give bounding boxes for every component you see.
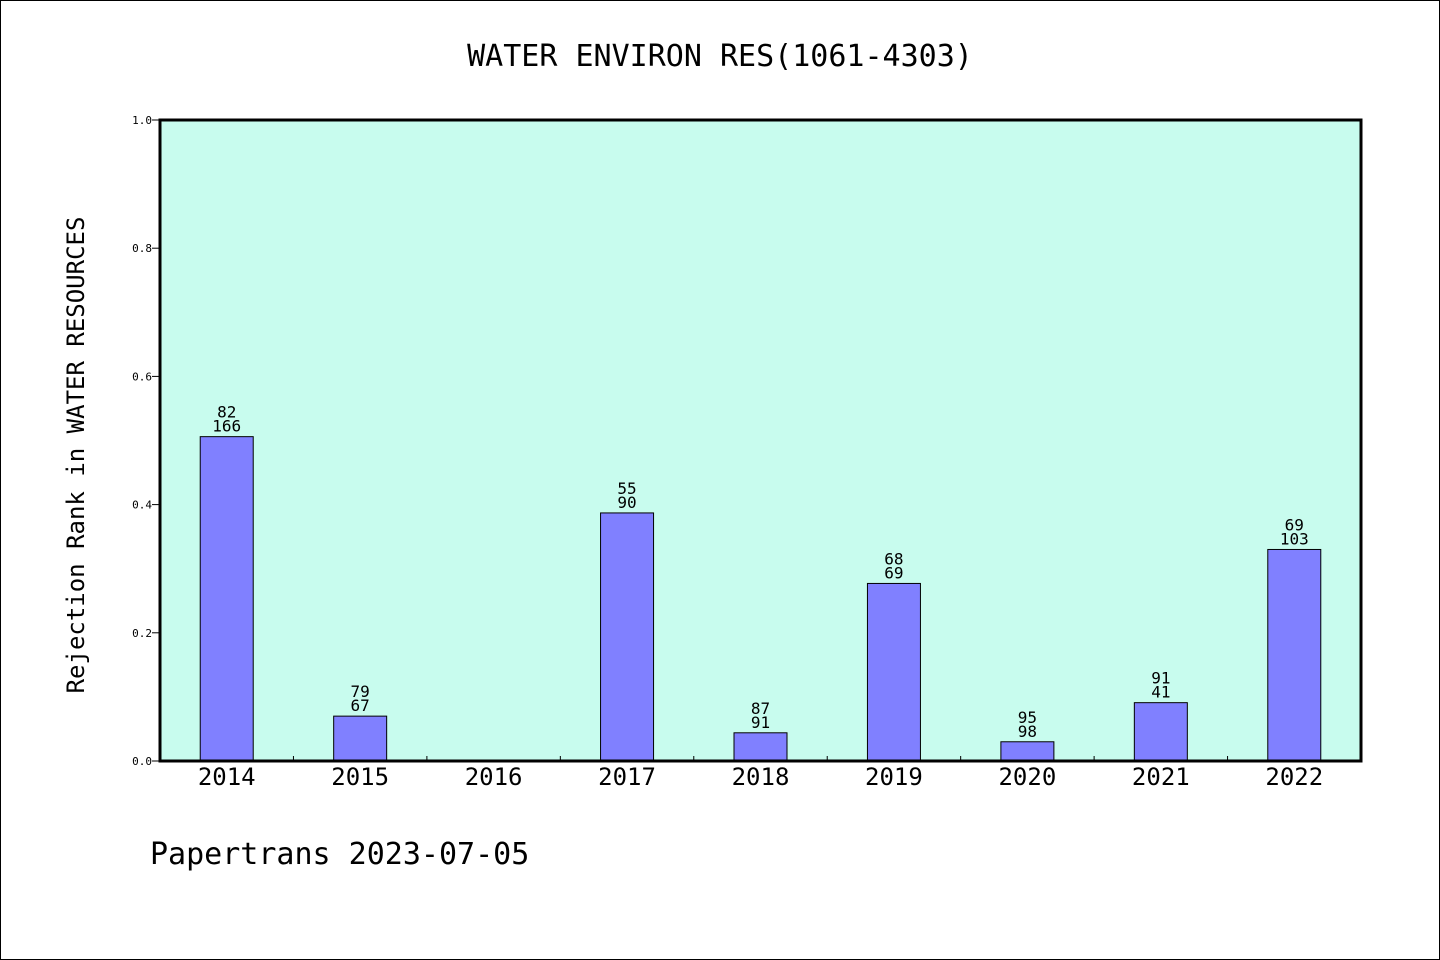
bar-label-top: 87 [751, 699, 770, 718]
bar-2019 [866, 582, 921, 762]
bar-label-top: 79 [351, 682, 370, 701]
bar-2018 [733, 732, 788, 762]
bar-label-top: 95 [1018, 708, 1037, 727]
bar-label-top: 82 [217, 403, 236, 422]
x-tick-label: 2021 [1132, 763, 1190, 791]
x-tick-label: 2016 [465, 763, 523, 791]
bar-2021 [1133, 702, 1188, 762]
bar-2017 [600, 512, 655, 762]
x-tick-label: 2014 [198, 763, 256, 791]
bar-label-top: 68 [884, 549, 903, 568]
footer-text: Papertrans 2023-07-05 [150, 837, 529, 872]
x-tick-label: 2019 [865, 763, 923, 791]
chart-title: WATER ENVIRON RES(1061-4303) [467, 39, 973, 74]
x-tick-label: 2015 [331, 763, 389, 791]
x-tick-label: 2017 [598, 763, 656, 791]
bar-2020 [1000, 741, 1055, 762]
y-tick-label: 0.4 [132, 499, 152, 512]
x-tick-label: 2018 [732, 763, 790, 791]
bar-label-top: 55 [617, 479, 636, 498]
bar-2014 [199, 436, 254, 762]
bar-label-bottom: 98 [1018, 722, 1037, 741]
x-tick-label: 2020 [998, 763, 1056, 791]
x-tick-label: 2022 [1265, 763, 1323, 791]
y-axis-label: Rejection Rank in WATER RESOURCES [62, 217, 90, 694]
plot-area [160, 120, 1361, 761]
y-tick-label: 0.6 [132, 370, 152, 383]
y-axis: 0.0 0.2 0.4 0.6 0.8 1.0 [132, 114, 160, 768]
y-tick-label: 0.0 [132, 755, 152, 768]
plot-frame [158, 118, 1363, 763]
bar-label-bottom: 90 [617, 493, 636, 512]
bar-label-bottom: 67 [351, 696, 370, 715]
y-tick-label: 0.2 [132, 627, 152, 640]
bar-label-bottom: 69 [884, 563, 903, 582]
bar-label-bottom: 103 [1280, 529, 1309, 548]
bar-label-bottom: 166 [212, 417, 241, 436]
y-tick-label: 1.0 [132, 114, 152, 127]
bar-2022 [1267, 548, 1322, 762]
bar-label-top: 91 [1151, 669, 1170, 688]
bar-label-bottom: 91 [751, 713, 770, 732]
bars [199, 436, 1322, 762]
bar-label-top: 69 [1285, 515, 1304, 534]
bar-label-bottom: 41 [1151, 683, 1170, 702]
x-axis: 2014 2015 2016 2017 2018 2019 2020 2021 2022 [198, 756, 1323, 791]
bar-2015 [333, 715, 388, 762]
y-tick-label: 0.8 [132, 242, 152, 255]
